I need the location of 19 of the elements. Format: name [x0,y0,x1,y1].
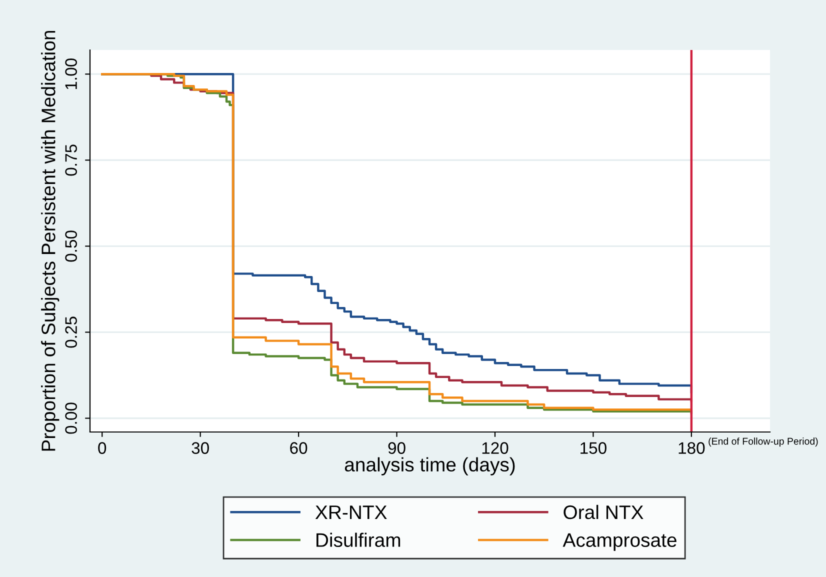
y-tick-label: 0.50 [65,230,77,262]
legend-label: Oral NTX [564,504,644,520]
x-tick-label: 180 [678,442,705,454]
y-axis-title: Proportion of Subjects Persistent with Medication [41,30,60,451]
x-tick-label: 90 [388,442,406,454]
x-tick-label: 30 [192,442,209,454]
y-tick-label: 0.25 [65,316,77,348]
y-tick-label: 1.00 [65,58,77,90]
legend-label: XR-NTX [315,506,387,519]
ref-line-label: (End of Follow-up Period) [708,438,818,447]
legend-label: Disulfiram [316,532,400,547]
x-tick-label: 120 [482,442,508,454]
y-tick-label: 0.00 [65,402,77,434]
legend-label: Acamprosate [562,533,676,551]
x-tick-label: 60 [290,442,308,454]
x-axis-title: analysis time (days) [344,457,515,476]
y-tick-label: 0.75 [65,144,77,176]
x-tick-label: 150 [580,442,606,454]
x-tick-label: 0 [98,442,106,454]
